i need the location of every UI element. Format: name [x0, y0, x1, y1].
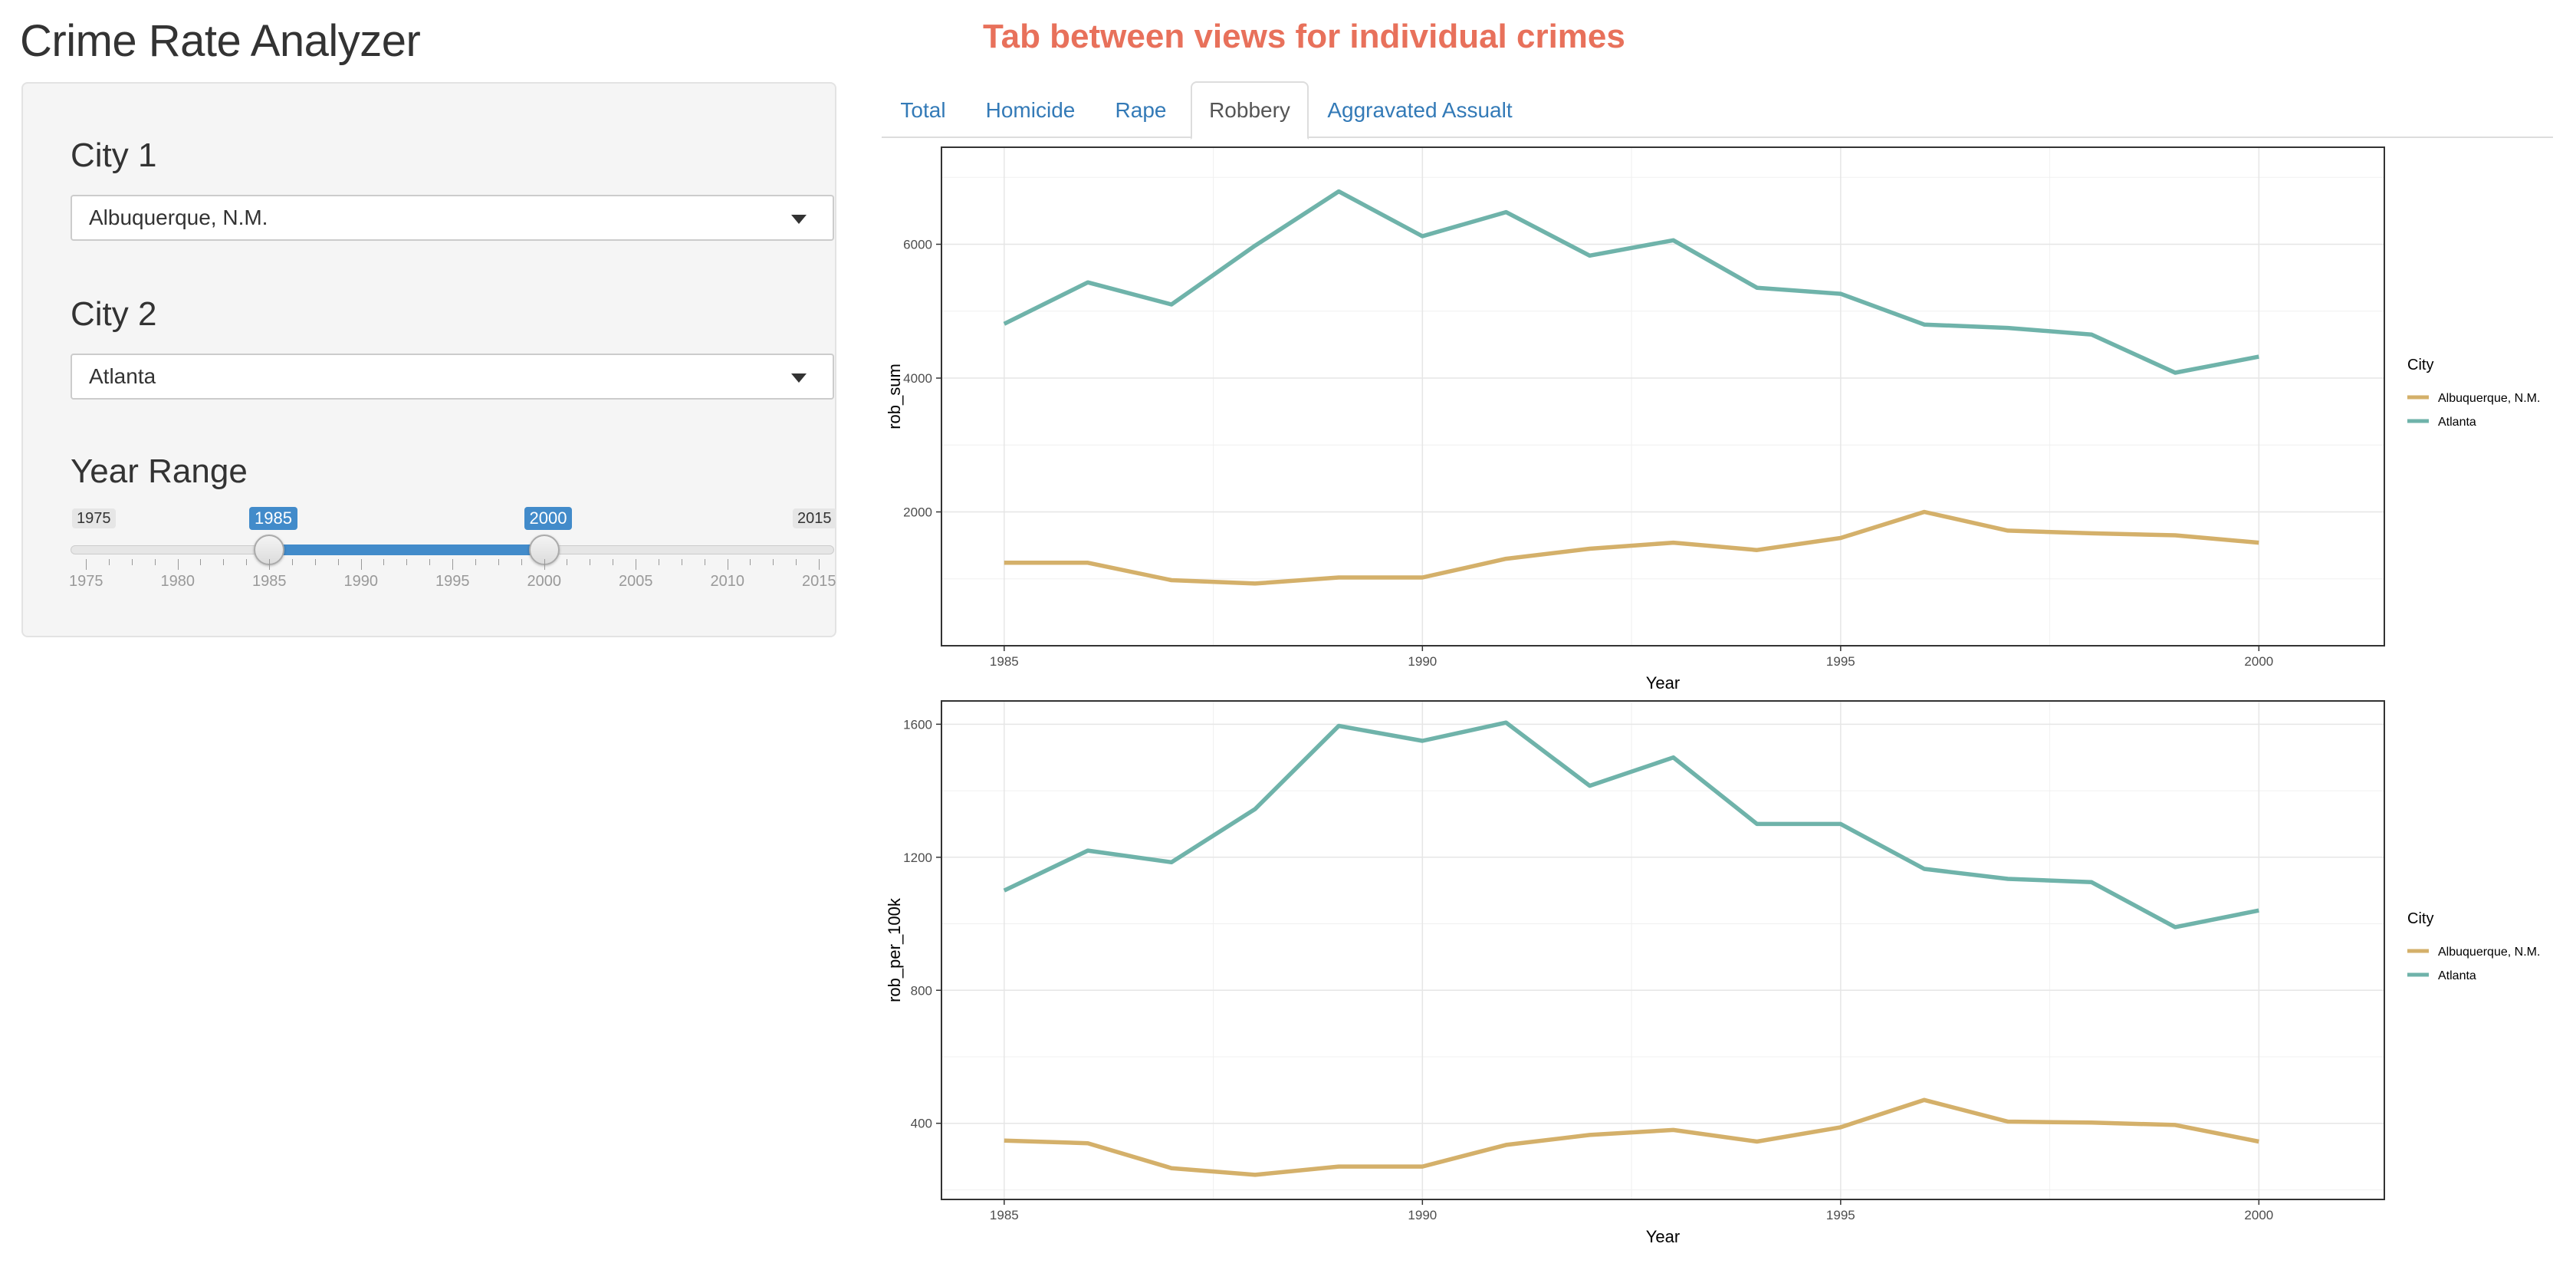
app-title: Crime Rate Analyzer [20, 16, 421, 66]
y-axis-title: rob_per_100k [885, 897, 904, 1002]
slider-minor-tick [383, 559, 385, 565]
y-tick-label: 6000 [903, 238, 932, 252]
slider-from-handle[interactable] [254, 535, 284, 565]
slider-major-tick [360, 559, 362, 570]
robbery-total-chart: 1985 1990 1995 2000 2000 4000 6000 Year rob_sum C… [885, 146, 2540, 693]
slider-minor-tick [475, 559, 476, 565]
slider-minor-tick [291, 559, 293, 565]
robbery-per-100k-chart: 1985 1990 1995 2000 400 800 1200 1600 Year rob_pe… [885, 700, 2540, 1246]
slider-minor-tick [246, 559, 248, 565]
series-line-albuquerque-n-m [1004, 509, 2259, 586]
slider-minor-tick [223, 559, 225, 565]
city1-select[interactable]: Albuquerque, N.M. [71, 195, 834, 241]
year-range-label: Year Range [71, 452, 248, 490]
slider-minor-tick [498, 559, 499, 565]
plot-panel [941, 701, 2384, 1199]
city2-selected-value: Atlanta [89, 364, 156, 388]
slider-major-tick [819, 559, 820, 570]
series-line-albuquerque-n-m [1004, 1097, 2259, 1177]
legend-label: Albuquerque, N.M. [2438, 392, 2540, 405]
slider-to-handle[interactable] [528, 535, 560, 565]
city2-select[interactable]: Atlanta [71, 354, 834, 400]
slider-minor-tick [773, 559, 774, 565]
y-tick-label: 1200 [903, 851, 932, 865]
slider-tick-label: 2000 [527, 573, 562, 590]
slider-tick-label: 2005 [619, 573, 653, 590]
tab-aggravated-assault[interactable]: Aggravated Assualt [1327, 98, 1513, 122]
slider-major-tick [86, 559, 87, 570]
y-tick-label: 2000 [903, 505, 932, 520]
series-line-atlanta [1003, 720, 2259, 929]
x-tick-label: 1985 [990, 654, 1019, 669]
slider-to-value: 2000 [524, 507, 573, 531]
slider-minor-tick [406, 559, 408, 565]
slider-tick-label: 1975 [69, 573, 104, 590]
slider-minor-tick [108, 559, 110, 565]
slider-minor-tick [750, 559, 751, 565]
legend-label: Atlanta [2438, 416, 2476, 429]
x-tick-label: 1990 [1408, 654, 1437, 669]
tab-hint-text: Tab between views for individual crimes [983, 18, 1625, 55]
tab-rape[interactable]: Rape [1115, 98, 1167, 122]
x-tick-label: 2000 [2244, 654, 2273, 669]
slider-minor-tick [131, 559, 133, 565]
legend-label: Albuquerque, N.M. [2438, 946, 2540, 959]
slider-tick-label: 2010 [710, 573, 745, 590]
slider-minor-tick [154, 559, 156, 565]
city1-label: City 1 [71, 137, 157, 174]
series-line-atlanta [1003, 189, 2259, 375]
slider-tick-label: 1980 [160, 573, 196, 590]
x-tick-label: 1985 [990, 1208, 1019, 1222]
slider-min-label: 1975 [72, 508, 116, 528]
city2-label: City 2 [71, 295, 157, 333]
tab-robbery[interactable]: Robbery [1191, 81, 1309, 140]
slider-tick-label: 2015 [802, 573, 836, 590]
slider-minor-tick [521, 559, 522, 565]
plot-border [941, 700, 2385, 1200]
chevron-down-icon[interactable] [791, 373, 807, 383]
plot-border [941, 146, 2385, 647]
slider-major-tick [452, 559, 453, 570]
legend-title: City [2407, 357, 2433, 373]
slider-tick-label: 1990 [343, 573, 379, 590]
slider-minor-tick [337, 559, 339, 565]
slider-minor-tick [796, 559, 797, 565]
tabs-baseline [882, 137, 2553, 138]
city1-selected-value: Albuquerque, N.M. [89, 206, 268, 229]
slider-tick-label: 1985 [252, 573, 287, 590]
slider-minor-tick [429, 559, 431, 565]
x-axis-title: Year [1646, 1227, 1680, 1246]
y-axis-title: rob_sum [885, 364, 904, 429]
slider-minor-tick [314, 559, 316, 565]
x-tick-label: 1995 [1826, 654, 1855, 669]
chevron-down-icon[interactable] [791, 215, 807, 224]
slider-max-label: 2015 [793, 508, 836, 528]
x-tick-label: 2000 [2244, 1208, 2273, 1222]
y-tick-label: 400 [911, 1117, 932, 1131]
y-tick-label: 1600 [903, 717, 932, 732]
x-tick-label: 1995 [1826, 1208, 1855, 1222]
legend-title: City [2407, 910, 2433, 927]
x-tick-label: 1990 [1408, 1208, 1437, 1222]
slider-track[interactable] [71, 545, 834, 554]
slider-major-tick [177, 559, 179, 570]
slider-minor-tick [200, 559, 202, 565]
plot-panel [941, 147, 2384, 646]
sidebar-panel: City 1 Albuquerque, N.M. City 2 Atlanta … [21, 82, 836, 637]
legend-label: Atlanta [2438, 969, 2476, 982]
y-tick-label: 800 [911, 983, 932, 998]
slider-from-value: 1985 [249, 507, 297, 531]
slider-tick-label: 1995 [435, 573, 470, 590]
tab-homicide[interactable]: Homicide [985, 98, 1076, 122]
x-axis-title: Year [1646, 673, 1680, 693]
y-tick-label: 4000 [903, 371, 932, 386]
tab-total[interactable]: Total [900, 98, 946, 122]
